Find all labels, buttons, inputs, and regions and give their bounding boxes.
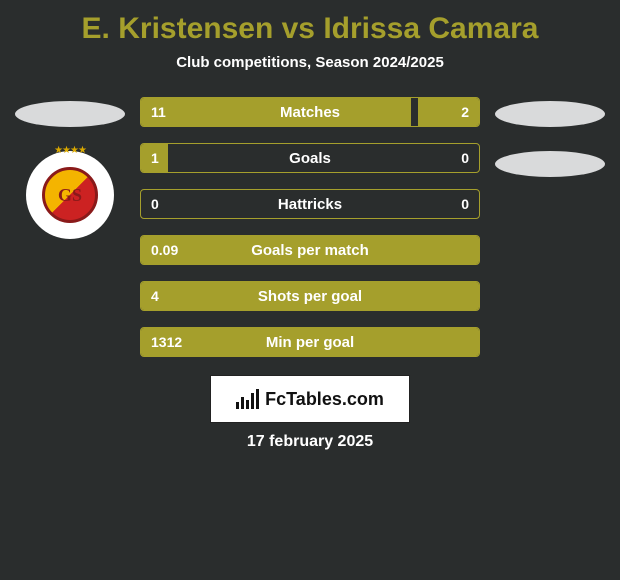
player-photo-left <box>15 101 125 127</box>
left-side: ★★★★ GS <box>10 97 130 239</box>
stat-bars: 11Matches21Goals00Hattricks00.09Goals pe… <box>140 97 480 357</box>
stars-icon: ★★★★ <box>54 145 86 156</box>
stat-label: Goals <box>141 144 479 172</box>
stat-value-right: 0 <box>461 144 469 172</box>
stat-row: 0.09Goals per match <box>140 235 480 265</box>
stat-row: 1312Min per goal <box>140 327 480 357</box>
page-title: E. Kristensen vs Idrissa Camara <box>10 12 610 46</box>
brand-logo: FcTables.com <box>210 375 410 423</box>
right-side <box>490 97 610 177</box>
stat-value-right: 0 <box>461 190 469 218</box>
comparison-main: ★★★★ GS 11Matches21Goals00Hattricks00.09… <box>10 97 610 357</box>
stat-row: 11Matches2 <box>140 97 480 127</box>
subtitle: Club competitions, Season 2024/2025 <box>10 54 610 71</box>
club-badge-right <box>495 151 605 177</box>
stat-label: Min per goal <box>141 328 479 356</box>
stat-row: 0Hattricks0 <box>140 189 480 219</box>
chart-icon <box>236 389 259 409</box>
stat-label: Goals per match <box>141 236 479 264</box>
stat-value-right: 2 <box>461 98 469 126</box>
stat-label: Hattricks <box>141 190 479 218</box>
galatasaray-icon: GS <box>42 167 98 223</box>
stat-row: 1Goals0 <box>140 143 480 173</box>
stat-label: Shots per goal <box>141 282 479 310</box>
stat-row: 4Shots per goal <box>140 281 480 311</box>
brand-text: FcTables.com <box>265 389 384 410</box>
player-photo-right <box>495 101 605 127</box>
club-badge-left: ★★★★ GS <box>26 151 114 239</box>
stat-label: Matches <box>141 98 479 126</box>
date-text: 17 february 2025 <box>10 433 610 451</box>
root: E. Kristensen vs Idrissa Camara Club com… <box>0 0 620 459</box>
